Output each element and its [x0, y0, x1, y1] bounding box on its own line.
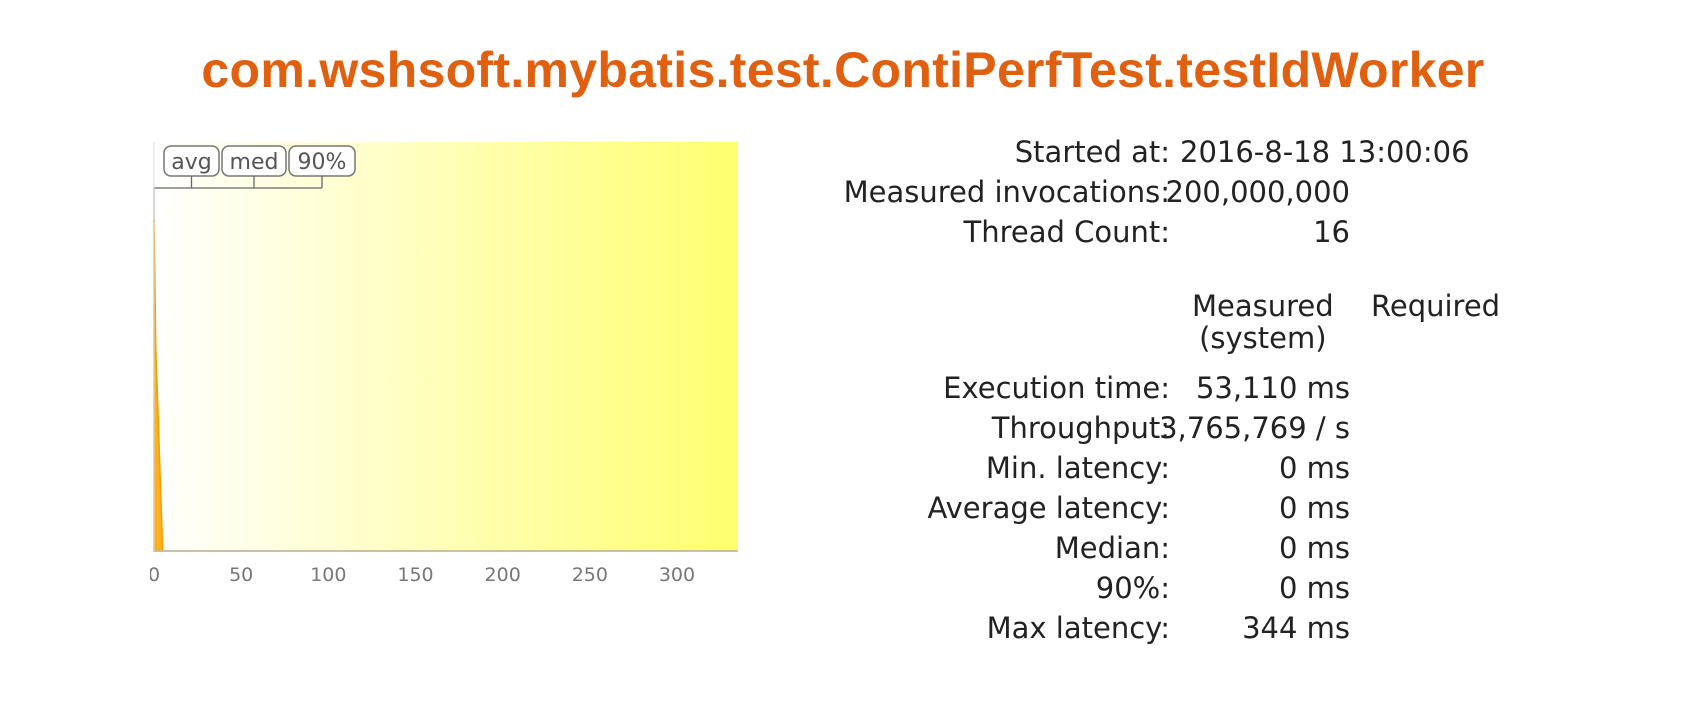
started-value: 2016-8-18 13:00:06 [1180, 135, 1470, 169]
page-title: com.wshsoft.mybatis.test.ContiPerfTest.t… [201, 42, 1485, 98]
started-label: Started at: [1014, 135, 1170, 169]
column-header-required: Required [1371, 289, 1501, 323]
x-tick-label: 50 [229, 564, 253, 586]
threads-value: 16 [1313, 215, 1350, 249]
stat-label: Max latency: [986, 611, 1170, 645]
column-header-measured-line1: Measured [1192, 289, 1334, 323]
x-tick-label: 300 [659, 564, 695, 586]
column-header-measured: Measured (system) [1192, 290, 1334, 354]
column-headers: Measured (system) Required [800, 290, 1680, 368]
column-header-measured-line2: (system) [1199, 321, 1327, 355]
stat-row: Min. latency: 0 ms [800, 448, 1680, 488]
x-tick-label: 100 [310, 564, 346, 586]
stat-row: Execution time: 53,110 ms [800, 368, 1680, 408]
stat-value: 344 ms [1242, 611, 1350, 645]
invocations-value: 200,000,000 [1165, 175, 1351, 209]
stat-value: 0 ms [1278, 571, 1350, 605]
started-row: Started at: 2016-8-18 13:00:06 [800, 132, 1680, 172]
x-tick-label: 200 [485, 564, 521, 586]
stat-label: Execution time: [943, 371, 1170, 405]
stat-label: Median: [1054, 531, 1170, 565]
stats-panel: Started at: 2016-8-18 13:00:06 Measured … [800, 132, 1680, 648]
marker-label: med [230, 150, 279, 175]
stat-value: 0 ms [1278, 531, 1350, 565]
x-tick-label: 150 [397, 564, 433, 586]
stat-row: Average latency: 0 ms [800, 488, 1680, 528]
invocations-row: Measured invocations: 200,000,000 [800, 172, 1680, 212]
stat-label: Average latency: [927, 491, 1171, 525]
invocations-label: Measured invocations: [843, 175, 1170, 209]
stat-row: Median: 0 ms [800, 528, 1680, 568]
stat-row: Max latency: 344 ms [800, 608, 1680, 648]
plot-background [154, 142, 738, 551]
stat-value: 0 ms [1278, 451, 1350, 485]
latency-distribution-chart: avg med 90% 0 50 100 150 200 250 300 [150, 140, 810, 640]
stat-value: 53,110 ms [1195, 371, 1350, 405]
stat-row: 90%: 0 ms [800, 568, 1680, 608]
stat-label: 90%: [1095, 571, 1170, 605]
x-tick-label: 0 [150, 564, 160, 586]
stat-value: 0 ms [1278, 491, 1350, 525]
stat-label: Throughput: [991, 411, 1170, 445]
marker-label: avg [171, 150, 211, 175]
marker-label: 90% [298, 150, 347, 175]
stat-row: Throughput: 3,765,769 / s [800, 408, 1680, 448]
stat-value: 3,765,769 / s [1159, 411, 1350, 445]
x-tick-label: 250 [572, 564, 608, 586]
stat-label: Min. latency: [985, 451, 1170, 485]
threads-label: Thread Count: [963, 215, 1170, 249]
threads-row: Thread Count: 16 [800, 212, 1680, 252]
